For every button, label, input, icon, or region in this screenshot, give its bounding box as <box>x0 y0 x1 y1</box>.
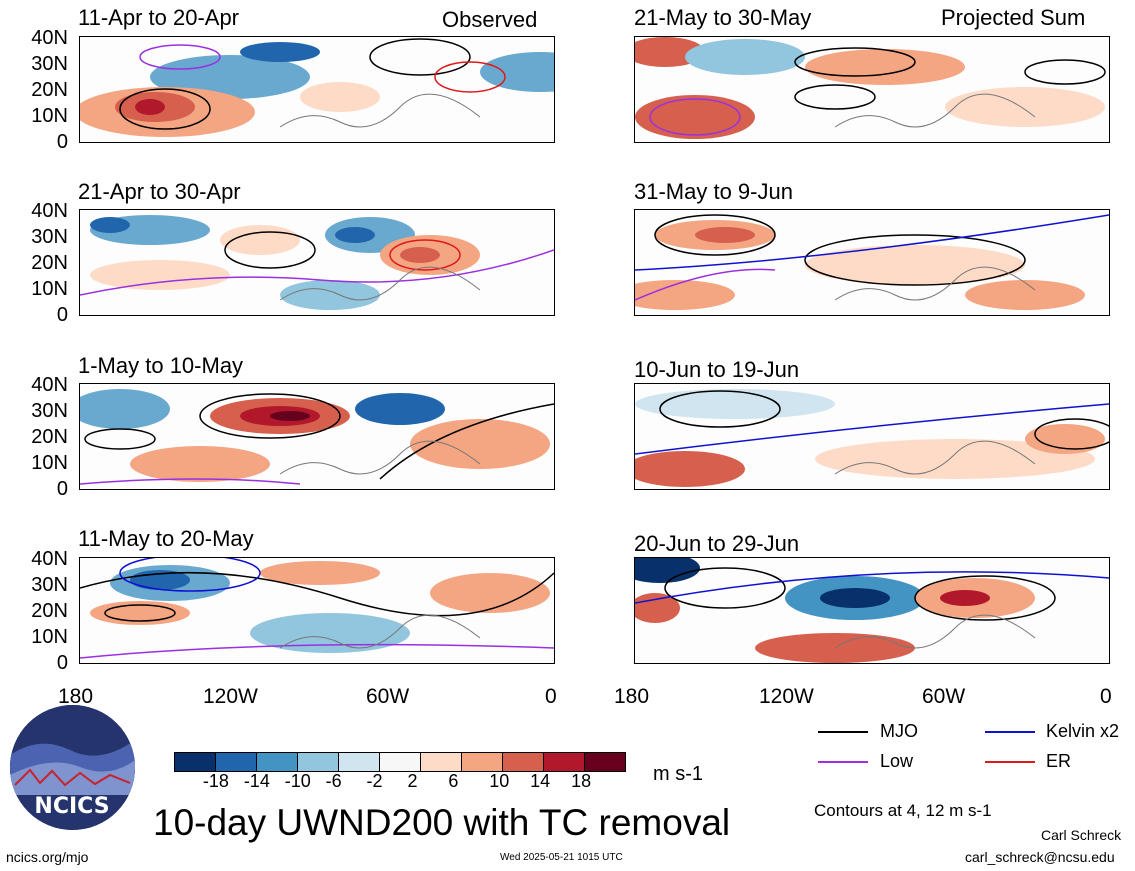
colorbar-swatch <box>339 753 380 771</box>
footer-author: Carl Schreck <box>1041 827 1122 843</box>
legend-kelvin-swatch <box>985 731 1035 733</box>
lat-tick: 0 <box>56 131 68 153</box>
panel-title: 10-Jun to 19-Jun <box>634 357 800 382</box>
panel-corner-label: Projected Sum <box>941 5 1086 30</box>
panel-title: 21-Apr to 30-Apr <box>78 179 241 204</box>
lat-tick: 10N <box>31 105 68 127</box>
panel-title: 1-May to 10-May <box>78 353 244 378</box>
legend-er-label: ER <box>1046 751 1072 771</box>
legend-mjo-swatch <box>818 731 868 733</box>
colorbar-label: 2 <box>407 771 418 791</box>
map-panel-projected-2 <box>634 209 1110 316</box>
panel-title: 31-May to 9-Jun <box>634 179 793 204</box>
lon-tick: 0 <box>1100 685 1112 708</box>
logo-text: NCICS <box>34 794 109 819</box>
colorbar-label: 10 <box>489 771 510 791</box>
legend-er-swatch <box>985 761 1035 763</box>
lon-tick: 0 <box>545 685 557 708</box>
lat-tick: 20N <box>31 79 68 101</box>
lat-tick: 20N <box>31 252 68 274</box>
lat-tick: 40N <box>31 374 68 396</box>
colorbar-label: -2 <box>366 771 383 791</box>
colorbar-label: 14 <box>530 771 551 791</box>
lon-tick: 120W <box>203 685 258 708</box>
colorbar-swatch <box>462 753 503 771</box>
lon-tick: 180 <box>614 685 650 708</box>
lat-tick: 0 <box>56 652 68 674</box>
map-panel-projected-4 <box>634 557 1110 664</box>
map-panel-projected-1 <box>634 36 1110 143</box>
lat-tick: 20N <box>31 600 68 622</box>
legend-low-label: Low <box>880 751 914 771</box>
footer-timestamp: Wed 2025-05-21 1015 UTC <box>500 852 623 863</box>
colorbar-label: -6 <box>325 771 342 791</box>
lat-tick: 0 <box>56 478 68 500</box>
colorbar-swatch <box>298 753 339 771</box>
lon-tick: 60W <box>922 685 966 708</box>
main-title: 10-day UWND200 with TC removal <box>153 802 731 843</box>
colorbar-label: 18 <box>571 771 592 791</box>
lat-tick: 30N <box>31 53 68 75</box>
map-panel-projected-3 <box>634 383 1110 490</box>
colorbar-swatch <box>544 753 585 771</box>
lat-tick: 30N <box>31 574 68 596</box>
colorbar-swatch <box>380 753 421 771</box>
lat-tick: 40N <box>31 548 68 570</box>
legend-kelvin-label: Kelvin x2 <box>1046 721 1120 741</box>
footer-email[interactable]: carl_schreck@ncsu.edu <box>965 849 1115 865</box>
contours-note: Contours at 4, 12 m s-1 <box>814 801 992 820</box>
lat-tick: 10N <box>31 278 68 300</box>
panel-title: 21-May to 30-May <box>634 5 812 30</box>
colorbar-swatch <box>585 753 625 771</box>
colorbar-swatch <box>216 753 257 771</box>
lat-tick: 30N <box>31 226 68 248</box>
legend-low-swatch <box>818 761 868 763</box>
ncics-logo: NCICS <box>10 705 135 830</box>
map-panel-observed-3 <box>79 383 555 490</box>
panel-corner-label: Observed <box>442 7 538 32</box>
lat-tick: 30N <box>31 400 68 422</box>
colorbar-label: 6 <box>448 771 459 791</box>
lat-tick: 20N <box>31 426 68 448</box>
colorbar-label: -18 <box>202 771 229 791</box>
legend-mjo-label: MJO <box>880 721 918 741</box>
footer-url[interactable]: ncics.org/mjo <box>6 849 89 865</box>
colorbar <box>174 752 626 772</box>
lon-tick: 120W <box>759 685 814 708</box>
panel-title: 11-May to 20-May <box>78 526 254 551</box>
lat-tick: 40N <box>31 200 68 222</box>
colorbar-swatch <box>503 753 544 771</box>
map-panel-observed-1 <box>79 36 555 143</box>
lon-tick: 60W <box>366 685 410 708</box>
colorbar-swatch <box>175 753 216 771</box>
panel-title: 11-Apr to 20-Apr <box>78 5 240 30</box>
map-panel-observed-2 <box>79 209 555 316</box>
colorbar-units: m s-1 <box>653 763 703 785</box>
colorbar-swatch <box>421 753 462 771</box>
map-panel-observed-4 <box>79 557 555 664</box>
panel-title: 20-Jun to 29-Jun <box>634 531 800 556</box>
lon-tick: 180 <box>58 685 94 708</box>
lat-tick: 0 <box>56 304 68 326</box>
colorbar-swatch <box>257 753 298 771</box>
colorbar-label: -14 <box>243 771 270 791</box>
lat-tick: 10N <box>31 452 68 474</box>
lat-tick: 10N <box>31 626 68 648</box>
lat-tick: 40N <box>31 27 68 49</box>
colorbar-label: -10 <box>284 771 311 791</box>
